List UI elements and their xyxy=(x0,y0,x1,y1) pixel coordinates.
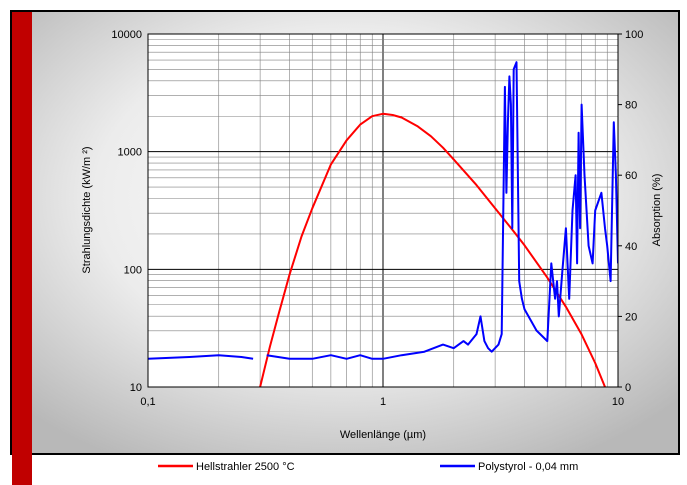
left-accent-bar xyxy=(12,12,32,485)
plot-area-border xyxy=(147,33,619,388)
legend-label-series-2: Polystyrol - 0,04 mm xyxy=(478,461,578,473)
y2-tick-label: 100 xyxy=(625,29,643,41)
x-axis-label: Wellenlänge (µm) xyxy=(340,429,426,441)
x-tick-label: 0,1 xyxy=(140,396,155,408)
y2-tick-label: 20 xyxy=(625,311,637,323)
x-tick-label: 10 xyxy=(612,396,624,408)
y2-tick-label: 40 xyxy=(625,241,637,253)
y-tick-label: 10000 xyxy=(111,29,142,41)
y-tick-label: 10 xyxy=(130,382,142,394)
y-tick-label: 100 xyxy=(124,264,142,276)
x-tick-label: 1 xyxy=(380,396,386,408)
legend: Hellstrahler 2500 °C Polystyrol - 0,04 m… xyxy=(158,461,578,473)
legend-label-series-1: Hellstrahler 2500 °C xyxy=(196,461,295,473)
grid xyxy=(148,34,618,387)
series-line-1 xyxy=(259,112,606,387)
series-line-2 xyxy=(266,61,618,360)
y-axis-label: Strahlungsdichte (kW/m ²) xyxy=(81,146,93,273)
y2-tick-label: 60 xyxy=(625,170,637,182)
series-line-2 xyxy=(148,354,254,360)
y2-axis-label: Absorption (%) xyxy=(651,174,663,247)
y2-tick-label: 80 xyxy=(625,100,637,112)
y2-tick-label: 0 xyxy=(625,382,631,394)
y-tick-label: 1000 xyxy=(118,147,142,159)
